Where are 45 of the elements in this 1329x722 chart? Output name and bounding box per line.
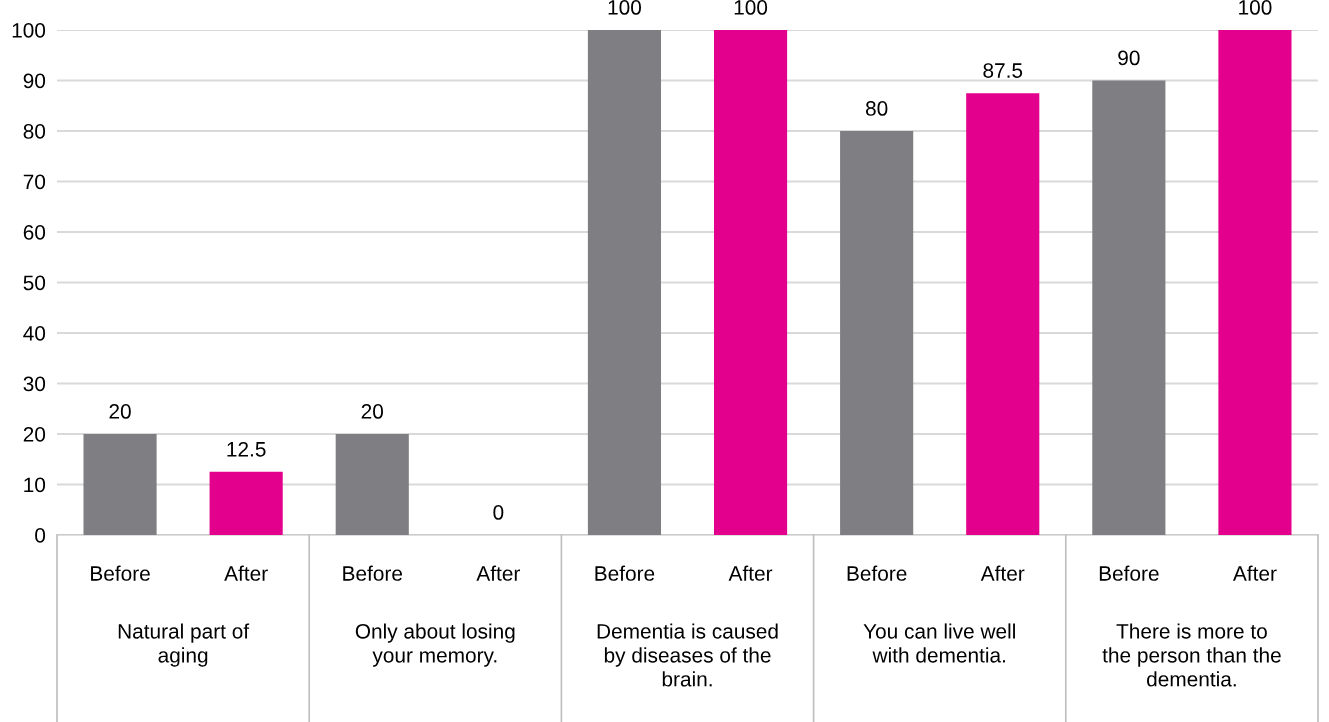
- bar: [209, 471, 283, 535]
- x-tick-label: Before: [1099, 565, 1159, 581]
- text: Natural part of aging: [118, 623, 250, 667]
- x-tick-label: After: [980, 565, 1025, 581]
- y-tick-label: 90: [23, 73, 46, 89]
- text: Only about losing your memory.: [355, 623, 515, 667]
- y-tick-label: 100: [12, 23, 46, 38]
- bar: [713, 30, 788, 535]
- text: Dementia is caused by diseases of the brain.: [597, 623, 778, 687]
- bar: [840, 131, 914, 535]
- x-tick-label: Before: [343, 565, 403, 581]
- bar: [335, 434, 409, 535]
- x-tick-label: Before: [847, 565, 907, 581]
- bar: [83, 434, 157, 535]
- data-label: 100: [734, 0, 768, 15]
- data-label: 87.5: [983, 63, 1023, 78]
- y-tick-label: 70: [23, 174, 46, 190]
- bar: [1092, 80, 1166, 535]
- y-tick-label: 40: [23, 326, 46, 341]
- data-label: 0: [493, 505, 504, 520]
- y-tick-label: 20: [23, 427, 46, 442]
- y-tick-label: 50: [23, 275, 46, 291]
- x-tick-label: After: [476, 565, 520, 581]
- x-tick-label: Before: [91, 565, 150, 581]
- data-label: 90: [1118, 50, 1140, 66]
- x-tick-label: After: [728, 565, 773, 581]
- data-label: 12.5: [227, 441, 266, 457]
- data-label: 20: [361, 404, 384, 419]
- data-label: 100: [608, 0, 642, 15]
- y-tick-label: 30: [23, 376, 46, 392]
- x-tick-label: After: [224, 565, 268, 581]
- y-tick-label: 0: [35, 528, 46, 543]
- x-tick-label: Before: [595, 565, 655, 581]
- bar: [587, 30, 662, 535]
- data-label: 80: [865, 101, 888, 116]
- text: There is more to the person than the dementia.: [1102, 623, 1281, 687]
- data-label: 20: [109, 404, 131, 419]
- y-tick-label: 80: [23, 124, 46, 139]
- bar: [966, 93, 1040, 535]
- text: You can live well with dementia.: [863, 623, 1015, 663]
- x-tick-label: After: [1233, 565, 1277, 581]
- y-tick-label: 60: [23, 225, 46, 240]
- data-label: 100: [1239, 0, 1272, 15]
- y-tick-label: 10: [24, 477, 46, 493]
- bar: [1218, 30, 1292, 535]
